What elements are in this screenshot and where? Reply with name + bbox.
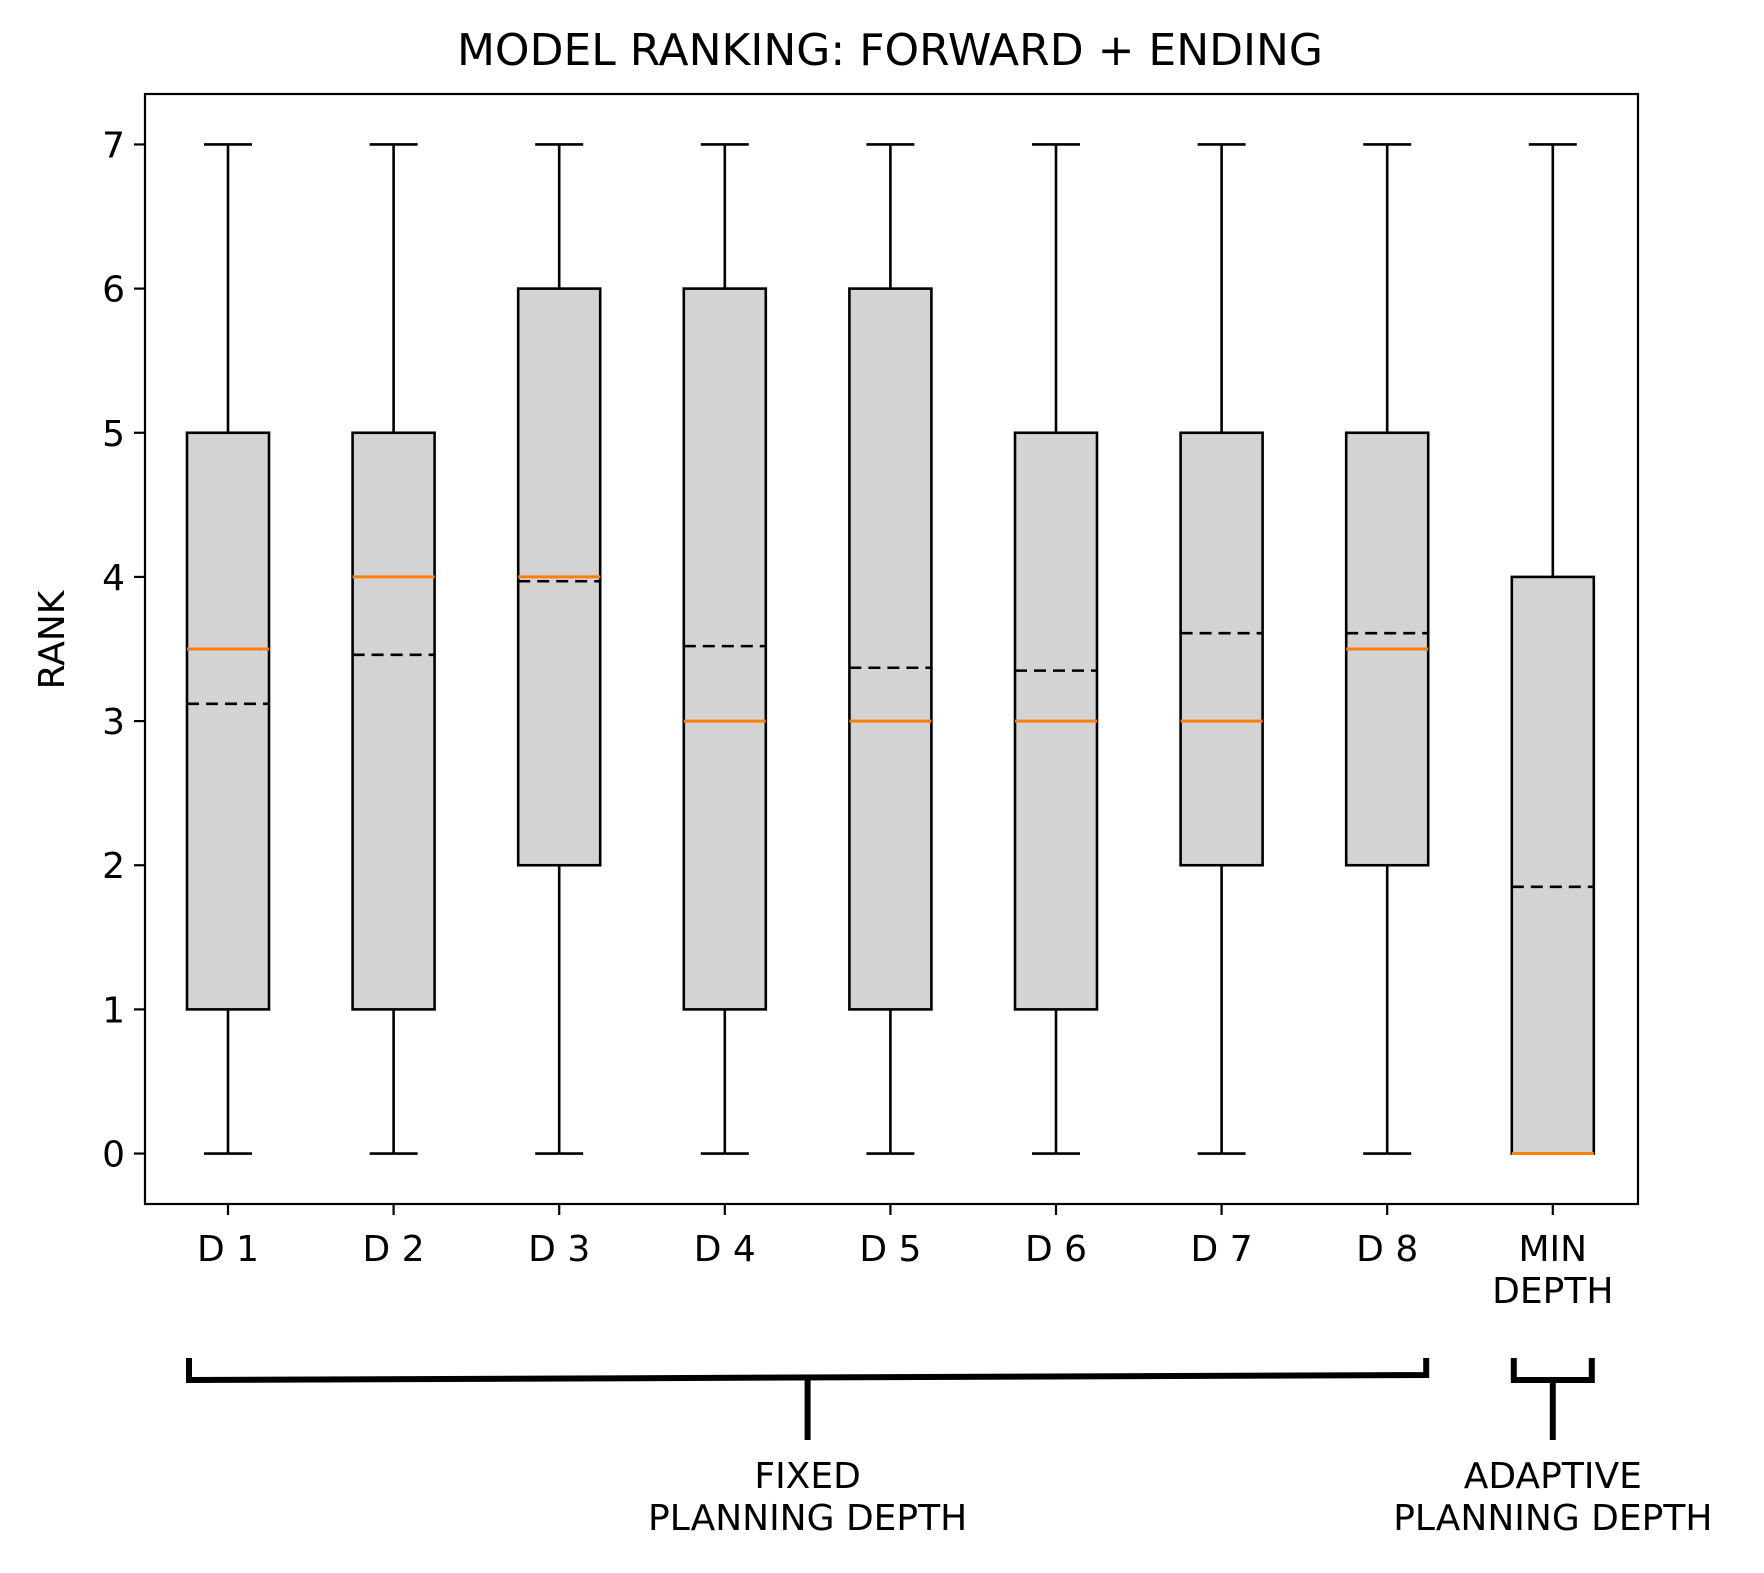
x-tick-label: D 2 (363, 1229, 425, 1270)
box-iqr (1510, 575, 1596, 1155)
x-tick-label: D 4 (694, 1229, 756, 1270)
box-iqr (351, 431, 436, 1011)
x-tick-label: D 1 (197, 1229, 259, 1270)
x-tick-label: DEPTH (1492, 1271, 1613, 1312)
plot-area: 0 1 2 3 4 5 6 7 D 1 D 2 D 3 D 4 D 5 D 6 D 7 D 8 MINDEPTH… (102, 92, 1712, 1539)
y-tick-label: 6 (102, 270, 125, 311)
group-label: ADAPTIVE (1464, 1456, 1642, 1497)
x-tick-label: D 7 (1191, 1229, 1253, 1270)
group-bracket (1510, 1358, 1595, 1383)
y-tick-label: 0 (102, 1135, 125, 1176)
box-iqr (185, 431, 271, 1011)
y-tick-label: 1 (102, 990, 125, 1031)
chart-title: MODEL RANKING: FORWARD + ENDING (457, 25, 1323, 76)
group-label: FIXED (754, 1456, 860, 1497)
box-iqr (1179, 431, 1264, 867)
y-axis-label: RANK (32, 589, 73, 689)
group-label: PLANNING DEPTH (1393, 1498, 1712, 1539)
x-tick-label: D 3 (528, 1229, 590, 1270)
box-iqr (682, 287, 768, 1011)
y-tick-label: 7 (102, 125, 125, 166)
x-tick-label: D 5 (859, 1229, 921, 1270)
y-tick-label: 4 (102, 558, 125, 599)
x-tick-label: D 8 (1356, 1229, 1418, 1270)
y-tick-label: 3 (102, 702, 125, 743)
box-iqr (848, 287, 933, 1011)
x-tick-label: D 6 (1025, 1229, 1087, 1270)
group-label: PLANNING DEPTH (648, 1498, 967, 1539)
group-bracket (186, 1358, 1430, 1384)
y-tick-label: 5 (102, 414, 125, 455)
x-tick-label: MIN (1518, 1229, 1587, 1270)
y-tick-label: 2 (102, 846, 125, 887)
